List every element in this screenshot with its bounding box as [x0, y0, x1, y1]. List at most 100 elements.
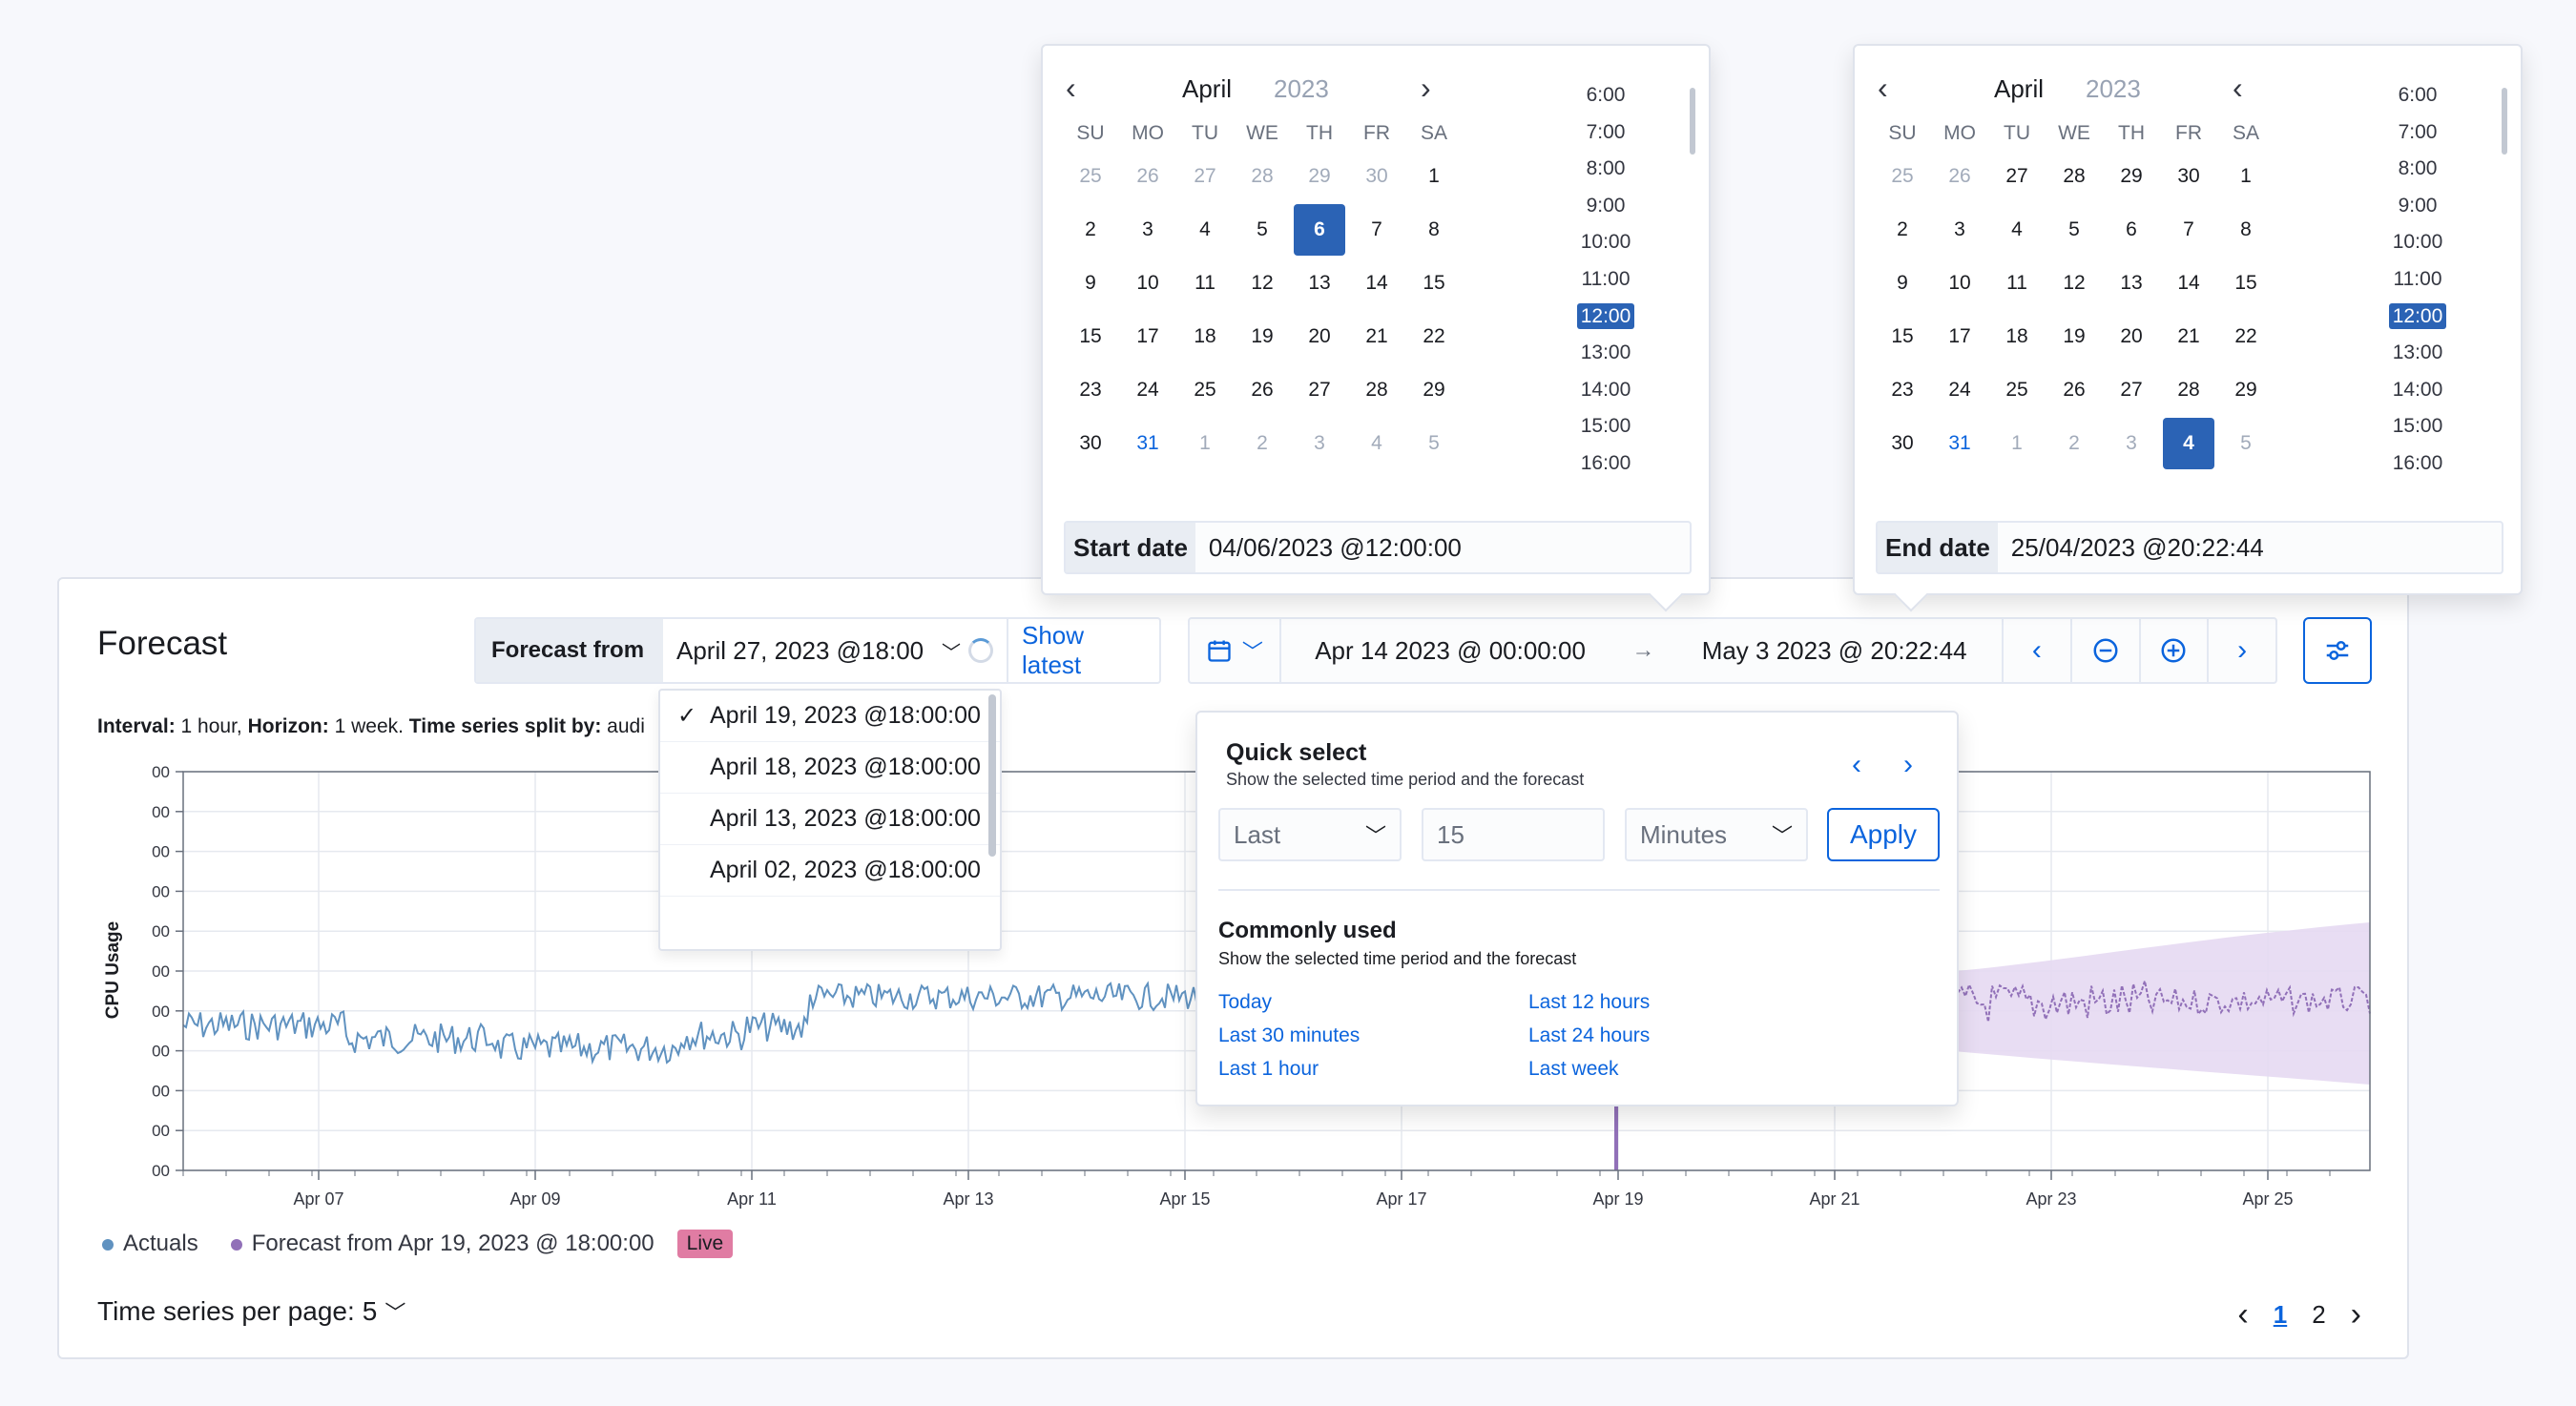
direction-select[interactable]: Last ﹀ — [1218, 808, 1402, 861]
calendar-day[interactable]: 28 — [1251, 165, 1274, 187]
calendar-year[interactable]: 2023 — [2086, 74, 2141, 103]
calendar-day[interactable]: 5 — [1428, 432, 1440, 454]
calendar-day[interactable]: 2 — [1085, 218, 1096, 240]
forecast-option[interactable]: April 02, 2023 @18:00:00 — [660, 845, 1000, 897]
calendar-day[interactable]: 1 — [1199, 432, 1211, 454]
time-option[interactable]: 8:00 — [1539, 157, 1672, 180]
calendar-day[interactable]: 31 — [1136, 432, 1159, 454]
calendar-day[interactable]: 29 — [1423, 379, 1445, 401]
calendar-day[interactable]: 24 — [1136, 379, 1159, 401]
calendar-day[interactable]: 29 — [2234, 379, 2257, 401]
calendar-day[interactable]: 6 — [2126, 218, 2137, 240]
zoom-in-button[interactable] — [2138, 619, 2208, 682]
calendar-day[interactable]: 27 — [1194, 165, 1216, 187]
end-date-button[interactable]: May 3 2023 @ 20:22:44 — [1701, 635, 1967, 665]
start-date-button[interactable]: Apr 14 2023 @ 00:00:00 — [1315, 635, 1586, 665]
time-option[interactable]: 15:00 — [2351, 415, 2484, 438]
chevron-right-icon[interactable]: › — [1903, 749, 1913, 780]
calendar-day[interactable]: 26 — [1251, 379, 1274, 401]
time-option[interactable]: 12:00 — [2351, 302, 2484, 329]
calendar-day[interactable]: 1 — [2240, 165, 2252, 187]
calendar-day[interactable]: 11 — [1195, 272, 1215, 294]
calendar-day[interactable]: 2 — [2068, 432, 2080, 454]
calendar-day[interactable]: 24 — [1948, 379, 1971, 401]
calendar-day[interactable]: 21 — [1365, 325, 1388, 347]
time-option[interactable]: 13:00 — [2351, 341, 2484, 364]
calendar-day[interactable]: 22 — [2234, 325, 2257, 347]
calendar-day[interactable]: 17 — [1948, 325, 1971, 347]
time-option[interactable]: 8:00 — [2351, 157, 2484, 180]
calendar-day[interactable]: 22 — [1423, 325, 1445, 347]
calendar-day[interactable]: 20 — [2120, 325, 2143, 347]
time-option[interactable]: 14:00 — [2351, 379, 2484, 402]
chevron-right-icon[interactable]: › — [2350, 1296, 2361, 1333]
time-option[interactable]: 12:00 — [1539, 302, 1672, 329]
calendar-day[interactable]: 3 — [2126, 432, 2137, 454]
common-link-last-week[interactable]: Last week — [1528, 1058, 1619, 1080]
time-option[interactable]: 11:00 — [1539, 268, 1672, 291]
calendar-day[interactable]: 18 — [1194, 325, 1216, 347]
calendar-day[interactable]: 20 — [1308, 325, 1331, 347]
calendar-day[interactable]: 4 — [2163, 418, 2214, 469]
calendar-day[interactable]: 3 — [1954, 218, 1965, 240]
calendar-day[interactable]: 19 — [1251, 325, 1274, 347]
calendar-day[interactable]: 30 — [1891, 432, 1914, 454]
calendar-day[interactable]: 4 — [2011, 218, 2023, 240]
calendar-day[interactable]: 15 — [1423, 272, 1445, 294]
time-option[interactable]: 14:00 — [1539, 379, 1672, 402]
calendar-day[interactable]: 9 — [1897, 272, 1908, 294]
calendar-day[interactable]: 4 — [1199, 218, 1211, 240]
calendar-day[interactable]: 23 — [1079, 379, 1102, 401]
time-option[interactable]: 6:00 — [2351, 84, 2484, 107]
calendar-day[interactable]: 27 — [2005, 165, 2028, 187]
time-option[interactable]: 9:00 — [1539, 195, 1672, 217]
prev-month-button[interactable]: ‹ — [1066, 71, 1076, 105]
chevron-left-icon[interactable]: ‹ — [1852, 749, 1861, 780]
calendar-day[interactable]: 6 — [1294, 204, 1345, 256]
legend-forecast[interactable]: Forecast from Apr 19, 2023 @ 18:00:00 — [230, 1230, 654, 1257]
calendar-day[interactable]: 30 — [1079, 432, 1102, 454]
calendar-day[interactable]: 31 — [1948, 432, 1971, 454]
time-option[interactable]: 10:00 — [2351, 231, 2484, 254]
zoom-out-button[interactable] — [2069, 619, 2139, 682]
calendar-day[interactable]: 9 — [1085, 272, 1096, 294]
forecast-from-select[interactable]: April 27, 2023 @18:00 ﹀ — [663, 619, 1007, 682]
step-forward-button[interactable]: › — [2207, 619, 2275, 682]
chevron-left-icon[interactable]: ‹ — [2237, 1296, 2249, 1333]
forecast-option[interactable]: ✓ April 19, 2023 @18:00:00 — [660, 691, 1000, 742]
calendar-day[interactable]: 8 — [2240, 218, 2252, 240]
calendar-day[interactable]: 10 — [1136, 272, 1159, 294]
calendar-day[interactable]: 27 — [2120, 379, 2143, 401]
calendar-day[interactable]: 1 — [2011, 432, 2023, 454]
calendar-day[interactable]: 30 — [2177, 165, 2200, 187]
calendar-day[interactable]: 2 — [1897, 218, 1908, 240]
step-back-button[interactable]: ‹ — [2002, 619, 2070, 682]
calendar-day[interactable]: 25 — [1079, 165, 1102, 187]
calendar-day[interactable]: 29 — [1308, 165, 1331, 187]
time-option[interactable]: 16:00 — [2351, 452, 2484, 475]
common-link-last-12-hours[interactable]: Last 12 hours — [1528, 991, 1651, 1013]
calendar-month[interactable]: April — [1182, 74, 1233, 103]
time-option[interactable]: 16:00 — [1539, 452, 1672, 475]
calendar-day[interactable]: 26 — [1136, 165, 1159, 187]
calendar-day[interactable]: 11 — [2006, 272, 2027, 294]
calendar-day[interactable]: 13 — [1308, 272, 1331, 294]
calendar-day[interactable]: 14 — [1365, 272, 1388, 294]
calendar-day[interactable]: 1 — [1428, 165, 1440, 187]
calendar-day[interactable]: 14 — [2177, 272, 2200, 294]
calendar-day[interactable]: 3 — [1314, 432, 1325, 454]
next-month-button[interactable]: ‹ — [2233, 71, 2243, 105]
common-link-last-24-hours[interactable]: Last 24 hours — [1528, 1024, 1651, 1046]
quick-select-button[interactable]: ﹀ — [1190, 619, 1281, 682]
calendar-day[interactable]: 17 — [1136, 325, 1159, 347]
forecast-option[interactable]: April 13, 2023 @18:00:00 — [660, 794, 1000, 845]
show-latest-button[interactable]: Show latest — [1007, 619, 1159, 682]
calendar-day[interactable]: 13 — [2120, 272, 2143, 294]
calendar-month[interactable]: April — [1994, 74, 2045, 103]
time-option[interactable]: 9:00 — [2351, 195, 2484, 217]
calendar-day[interactable]: 23 — [1891, 379, 1914, 401]
calendar-day[interactable]: 21 — [2177, 325, 2200, 347]
calendar-day[interactable]: 8 — [1428, 218, 1440, 240]
calendar-day[interactable]: 19 — [2063, 325, 2086, 347]
calendar-day[interactable]: 28 — [1365, 379, 1388, 401]
